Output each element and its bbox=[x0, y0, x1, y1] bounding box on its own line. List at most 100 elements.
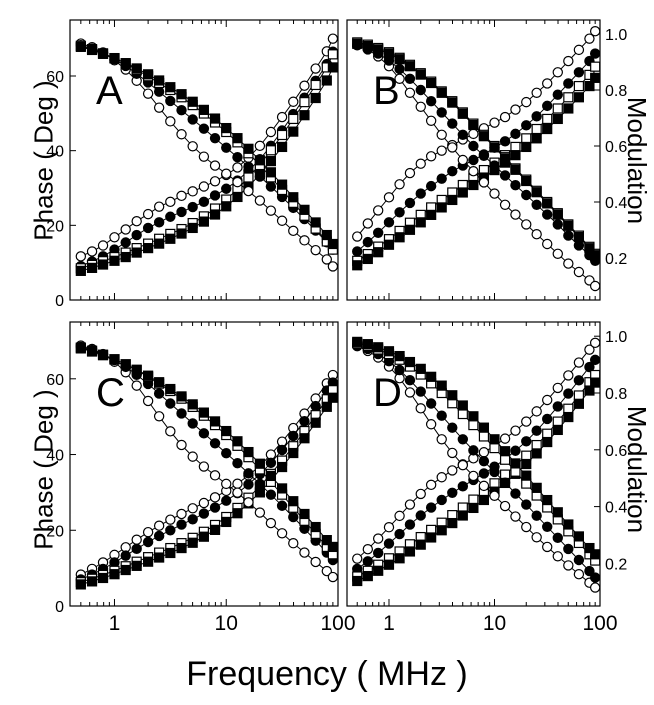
panel-b-y-tick-label-modulation: 1.0 bbox=[605, 27, 627, 44]
panel-c-series-phase-filled-circle-point bbox=[198, 508, 210, 519]
panel-b-y-tick-label-modulation: 0.4 bbox=[605, 195, 627, 212]
panel-d-series-phase-open-circle-point bbox=[589, 337, 601, 349]
panel-d-series-modulation-open-square-point bbox=[489, 442, 500, 454]
panel-a-series-phase-filled-circle-point bbox=[153, 217, 165, 228]
panel-d-series-phase-open-circle-point bbox=[425, 479, 437, 491]
panel-d-y-tick-label-modulation: 0.8 bbox=[605, 386, 627, 403]
panel-b-series-modulation-filled-circle-point bbox=[425, 95, 437, 107]
panel-d-series-phase-open-circle-point bbox=[573, 357, 585, 368]
panel-a-series-modulation-open-circle-point bbox=[254, 195, 266, 206]
panel-c-series-phase-filled-square-point bbox=[310, 417, 321, 428]
panel-b-series-phase-filled-circle-point bbox=[510, 128, 521, 140]
panel-d-series-modulation-filled-circle-point bbox=[425, 398, 437, 409]
panel-c-series-phase-filled-square-point bbox=[120, 564, 131, 576]
panel-c-series-phase-filled-circle-point bbox=[276, 444, 288, 456]
panel-a: 0 20 40 60 A bbox=[46, 19, 339, 310]
panel-d-series-phase-filled-square-point bbox=[573, 398, 585, 409]
panel-d-series-phase-open-circle-point bbox=[415, 488, 426, 500]
panel-b-series-modulation-open-circle-point bbox=[404, 87, 416, 99]
panel-d-series-phase-filled-circle-point bbox=[415, 510, 426, 521]
panel-d-series-modulation-filled-circle-point bbox=[489, 466, 500, 478]
panel-c-x-tick-label: 100 bbox=[320, 612, 355, 635]
panel-a-y-tick-label-phase: 60 bbox=[46, 69, 64, 86]
panel-c-series-phase-filled-circle-point bbox=[165, 525, 176, 536]
panel-c-series-modulation-filled-circle-point bbox=[176, 408, 187, 419]
panel-a-series-phase-open-circle-point bbox=[254, 140, 266, 152]
panel-a-series-phase-filled-square-point bbox=[187, 222, 198, 234]
panel-d-series-modulation-filled-square-point bbox=[542, 494, 553, 506]
panel-b-series-phase-filled-square-point bbox=[352, 260, 363, 271]
panel-c-series-modulation-open-circle-point bbox=[187, 451, 198, 462]
panel-a-series-phase-filled-square-point bbox=[221, 201, 232, 212]
panel-a-series-modulation-open-circle-point bbox=[165, 116, 176, 127]
panel-a-series-phase-open-square-point bbox=[327, 49, 338, 60]
panel-c-series-modulation-filled-square-point bbox=[276, 483, 288, 494]
panel-b-series-phase-open-circle-point bbox=[499, 111, 511, 123]
panel-c-series-modulation-open-circle-point bbox=[142, 395, 154, 407]
panel-d-series-phase-filled-circle-point bbox=[584, 361, 595, 373]
panel-d-series-modulation-filled-circle-point bbox=[447, 422, 458, 433]
panel-c-series-modulation-filled-circle-point bbox=[153, 388, 165, 399]
panel-d-series-modulation-open-circle-point bbox=[447, 447, 458, 459]
panel-b-series-modulation-filled-square-point bbox=[447, 97, 458, 108]
panel-d-series-phase-open-square-point bbox=[542, 428, 553, 439]
panel-d-series-modulation-filled-square-point bbox=[352, 336, 363, 347]
panel-d-series-modulation-filled-square-point bbox=[510, 458, 521, 469]
panel-d-series-phase-open-square-point bbox=[468, 494, 479, 505]
panel-d-series-modulation-filled-circle-point bbox=[415, 386, 426, 397]
panel-c-series-phase-filled-square-point bbox=[143, 556, 154, 567]
panel-a-series-phase-open-circle-point bbox=[299, 80, 310, 91]
panel-b-series-phase-filled-square-point bbox=[426, 209, 437, 220]
panel-d-series-phase-filled-square-point bbox=[563, 411, 574, 423]
panel-c-series-modulation-open-circle-point bbox=[299, 547, 310, 558]
panel-b-series-phase-filled-square-point bbox=[573, 92, 585, 103]
panel-c-series-phase-filled-square-point bbox=[86, 576, 98, 587]
panel-b-series-phase-open-square-point bbox=[521, 133, 532, 144]
panel-b-series-modulation-filled-circle-point bbox=[552, 219, 563, 230]
panel-d-series-modulation-filled-square-point bbox=[436, 380, 447, 391]
panel-d-series-phase-open-circle-point bbox=[563, 370, 574, 381]
panel-c-series-phase-filled-circle-point bbox=[310, 400, 321, 412]
panel-d-series-phase-filled-circle-point bbox=[573, 375, 585, 386]
panel-d-series-phase-filled-square-point bbox=[362, 570, 373, 582]
panel-b-series-phase-open-square-point bbox=[552, 103, 563, 114]
panel-d-series-modulation-filled-square-point bbox=[457, 400, 468, 411]
panel-c-series-modulation-filled-circle-point bbox=[209, 438, 221, 449]
panel-d-series-modulation-filled-square-point bbox=[478, 422, 490, 433]
panel-b-series-modulation-open-circle-point bbox=[489, 188, 500, 199]
panel-a-series-modulation-open-circle-point bbox=[321, 254, 333, 265]
panel-a-series-phase-filled-circle-point bbox=[165, 211, 176, 222]
panel-b-series-modulation-filled-circle-point bbox=[542, 209, 553, 220]
panel-b-series-modulation-filled-square-point bbox=[373, 44, 384, 55]
panel-c-series-modulation-filled-circle-point bbox=[187, 418, 198, 429]
panel-b-series-modulation-filled-circle-point bbox=[489, 160, 500, 171]
panel-b-series-phase-filled-circle-point bbox=[383, 217, 395, 228]
panel-a-series-phase-filled-square-point bbox=[120, 251, 131, 263]
panel-a-series-modulation-open-circle-point bbox=[310, 244, 321, 256]
panel-a-series-modulation-filled-circle-point bbox=[187, 114, 198, 125]
panel-d-series-phase-filled-circle-point bbox=[552, 401, 563, 412]
panel-b-series-modulation-open-circle-point bbox=[563, 258, 574, 269]
panel-a-series-modulation-filled-square-point bbox=[120, 58, 131, 69]
panel-a-label: A bbox=[96, 69, 123, 113]
panel-d-series-modulation-open-circle-point bbox=[589, 582, 601, 593]
panel-a-series-phase-filled-circle-point bbox=[221, 183, 232, 194]
panel-b-series-modulation-open-circle-point bbox=[589, 280, 601, 292]
panel-b-series-modulation-filled-square-point bbox=[590, 250, 601, 261]
panel-a-series-modulation-filled-circle-point bbox=[243, 161, 254, 172]
panel-d-series-phase-open-circle-point bbox=[510, 425, 521, 436]
panel-a-series-phase-open-square-point bbox=[276, 129, 288, 141]
panel-b-frame bbox=[346, 19, 601, 301]
panel-d-series-modulation-filled-circle-point bbox=[521, 499, 532, 510]
panel-d-series-phase-filled-circle-point bbox=[383, 538, 395, 549]
panel-a-series-modulation-open-circle-point bbox=[232, 176, 243, 188]
panel-c-series-modulation-filled-square-point bbox=[232, 436, 243, 447]
panel-b-series-phase-filled-circle-point bbox=[573, 67, 585, 78]
panel-d-series-phase-filled-square-point bbox=[394, 553, 405, 564]
panel-a-series-phase-filled-square-point bbox=[232, 191, 243, 203]
panel-d-series-modulation-filled-square-point bbox=[584, 542, 595, 554]
panel-d-series-modulation-filled-square bbox=[352, 336, 601, 560]
panel-a-series-phase-filled-circle-point bbox=[120, 237, 131, 248]
